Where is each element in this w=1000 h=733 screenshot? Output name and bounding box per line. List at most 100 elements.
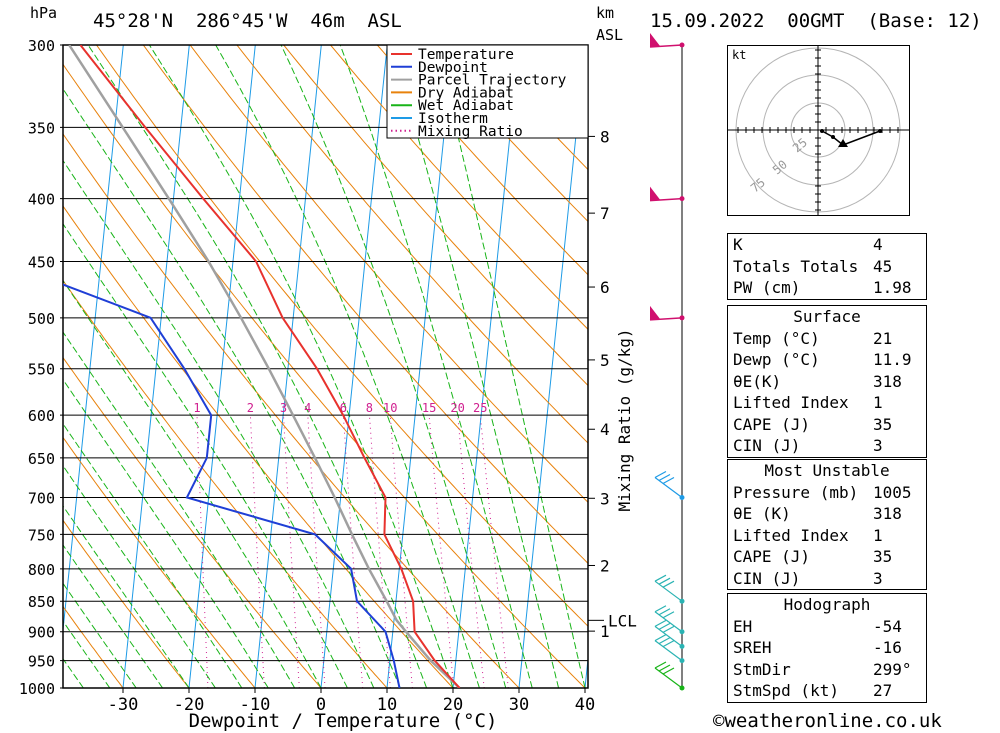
wet-adiabat-line: [63, 88, 401, 688]
pressure-label: 950: [28, 653, 55, 671]
dry-adiabat-line: [63, 356, 322, 688]
pressure-label: 550: [28, 361, 55, 379]
dry-adiabat-line: [236, 45, 588, 444]
isotherm-line: [320, 45, 388, 688]
hodograph-stat-value: 27: [873, 681, 893, 700]
wind-barb-feather: [658, 577, 671, 585]
wind-barb-flag: [650, 305, 660, 320]
wet-adiabat-line: [63, 544, 164, 688]
hodograph-stats-title: Hodograph: [783, 595, 871, 614]
height-tick-label: 2: [600, 556, 610, 575]
height-tick-label: 5: [600, 351, 610, 370]
dry-adiabat-line: [283, 45, 588, 387]
hodograph-stat-key: SREH: [733, 638, 772, 657]
hodograph-stat-row: SREH -16: [728, 637, 926, 659]
lcl-label: LCL: [608, 611, 637, 630]
legend-box: [386, 44, 589, 139]
height-tick-label: 8: [600, 127, 610, 146]
pressure-label: 800: [28, 561, 55, 579]
hodograph-stat-value: -54: [873, 616, 902, 636]
wind-barb-feather: [658, 637, 671, 645]
pressure-label: 850: [28, 593, 55, 611]
index-value: 45: [873, 256, 893, 276]
height-unit-asl: ASL: [596, 26, 624, 44]
x-tick-label: 10: [377, 695, 397, 715]
legend-label: Wet Adiabat: [418, 98, 514, 114]
dry-adiabat-line: [142, 45, 588, 565]
profiles: [63, 45, 461, 688]
isotherm-line: [452, 45, 520, 688]
mixing-ratio-line: [249, 415, 265, 688]
surface-row: θE(K) 318: [728, 371, 926, 393]
most-unstable-key: θE (K): [733, 504, 791, 523]
index-key: Totals Totals: [733, 256, 859, 276]
wet-adiabat-line: [391, 45, 560, 688]
dry-adiabat-line: [63, 63, 586, 688]
height-tick-label: 1: [600, 622, 610, 641]
surface-value: 11.9: [873, 350, 912, 369]
wet-adiabat-line: [63, 159, 375, 688]
dry-adiabat-line: [63, 279, 388, 688]
surface-value: 35: [873, 414, 893, 434]
surface-value: 318: [873, 371, 902, 391]
wind-barb-feather: [654, 574, 667, 582]
height-tick-label: 6: [600, 278, 610, 297]
hodograph-trace: [821, 130, 881, 146]
mixing-ratio-label: 10: [383, 401, 397, 415]
most-unstable-value: 318: [873, 504, 902, 523]
mixing-ratio-label: 3: [280, 401, 287, 415]
mixing-ratio-label: 6: [340, 401, 347, 415]
x-tick-label: -20: [174, 695, 205, 715]
surface-value: 3: [873, 436, 883, 455]
mixing-ratio-line: [307, 415, 326, 688]
wind-barb-feather: [662, 640, 675, 648]
isotherm-line: [188, 45, 256, 688]
index-row: PW (cm) 1.98: [728, 277, 926, 299]
height-tick-label: 3: [600, 489, 610, 508]
wind-barb-flag: [650, 186, 660, 201]
legend-label: Dry Adiabat: [418, 85, 514, 101]
hodograph-stat-row: EH -54: [728, 616, 926, 638]
pressure-label: 750: [28, 526, 55, 544]
height-tick-label: 4: [600, 420, 610, 439]
wind-barb-shaft: [649, 317, 683, 321]
isotherm-line: [518, 45, 586, 688]
hodograph-stat-key: StmDir: [733, 659, 791, 679]
index-value: 1.98: [873, 278, 912, 297]
wind-barb-feather: [658, 608, 671, 616]
surface-key: CAPE (J): [733, 414, 811, 434]
wind-barb-shaft: [649, 197, 683, 202]
hodograph-stat-key: StmSpd (kt): [733, 681, 839, 700]
index-row: Totals Totals 45: [728, 256, 926, 278]
most-unstable-row: Pressure (mb) 1005: [728, 482, 926, 504]
wind-barb-feather: [658, 473, 671, 482]
dry-adiabat-line: [63, 205, 454, 688]
legend-label: Isotherm: [418, 111, 488, 127]
dewpoint-line: [63, 283, 401, 688]
wet-adiabat-line: [339, 45, 533, 688]
most-unstable-row: θE (K) 318: [728, 503, 926, 525]
pressure-label: 450: [28, 254, 55, 272]
x-tick-label: 30: [509, 695, 529, 715]
index-key: K: [733, 235, 743, 254]
wind-barb-feather: [662, 476, 675, 485]
hodograph-point: [831, 135, 835, 139]
index-value: 4: [873, 235, 883, 254]
wind-barb-feather: [654, 619, 667, 627]
x-tick-label: 20: [443, 695, 463, 715]
x-tick-label: 40: [575, 695, 595, 715]
x-tick-label: 0: [316, 695, 326, 715]
surface-panel: Surface Temp (°C) 21 Dewp (°C) 11.9 θE(K) 318…: [727, 305, 927, 458]
legend-label: Temperature: [418, 47, 514, 63]
surface-row: Dewp (°C) 11.9: [728, 349, 926, 371]
mixing-ratio-label: 20: [450, 401, 464, 415]
pressure-label: 350: [28, 119, 55, 137]
most-unstable-key: CAPE (J): [733, 547, 811, 566]
most-unstable-title: Most Unstable: [764, 461, 890, 480]
most-unstable-key: CIN (J): [733, 568, 801, 588]
hodograph-stat-row: StmSpd (kt) 27: [728, 680, 926, 702]
wet-adiabat-line: [87, 45, 428, 688]
